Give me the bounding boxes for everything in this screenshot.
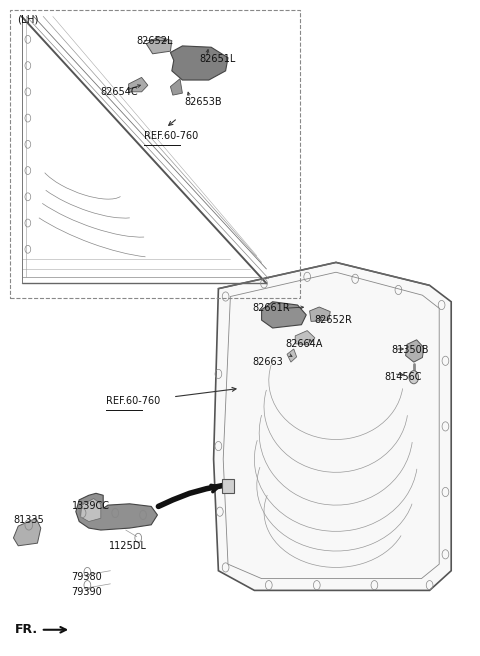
Text: 82653B: 82653B — [185, 96, 222, 107]
Text: 82652L: 82652L — [137, 35, 173, 46]
Text: 1339CC: 1339CC — [72, 501, 110, 512]
Text: (LH): (LH) — [17, 14, 38, 24]
Text: 82652R: 82652R — [314, 315, 352, 325]
Text: 79380: 79380 — [71, 572, 102, 583]
Polygon shape — [295, 331, 315, 345]
Text: 79390: 79390 — [71, 586, 102, 597]
Text: 82664A: 82664A — [286, 339, 323, 350]
Text: REF.60-760: REF.60-760 — [106, 396, 160, 407]
Polygon shape — [170, 79, 182, 95]
Polygon shape — [406, 340, 424, 362]
Bar — [10, 10, 300, 298]
Polygon shape — [262, 302, 306, 328]
Text: 82661R: 82661R — [252, 303, 289, 314]
Polygon shape — [170, 46, 228, 80]
Polygon shape — [76, 493, 157, 530]
Text: 81350B: 81350B — [391, 344, 429, 355]
Circle shape — [409, 371, 419, 384]
Polygon shape — [81, 499, 101, 522]
Polygon shape — [287, 349, 297, 362]
Polygon shape — [214, 262, 451, 590]
Text: 1125DL: 1125DL — [109, 541, 147, 551]
Text: 81456C: 81456C — [384, 372, 421, 382]
Text: 82651L: 82651L — [199, 54, 236, 64]
Text: 81335: 81335 — [13, 514, 44, 525]
Text: 82663: 82663 — [252, 357, 283, 367]
Text: 82654C: 82654C — [101, 87, 138, 97]
Polygon shape — [13, 518, 41, 546]
Polygon shape — [310, 307, 330, 321]
Bar — [222, 479, 234, 493]
Text: FR.: FR. — [14, 623, 37, 636]
Polygon shape — [146, 37, 172, 54]
Text: REF.60-760: REF.60-760 — [144, 131, 198, 142]
Polygon shape — [129, 77, 148, 92]
